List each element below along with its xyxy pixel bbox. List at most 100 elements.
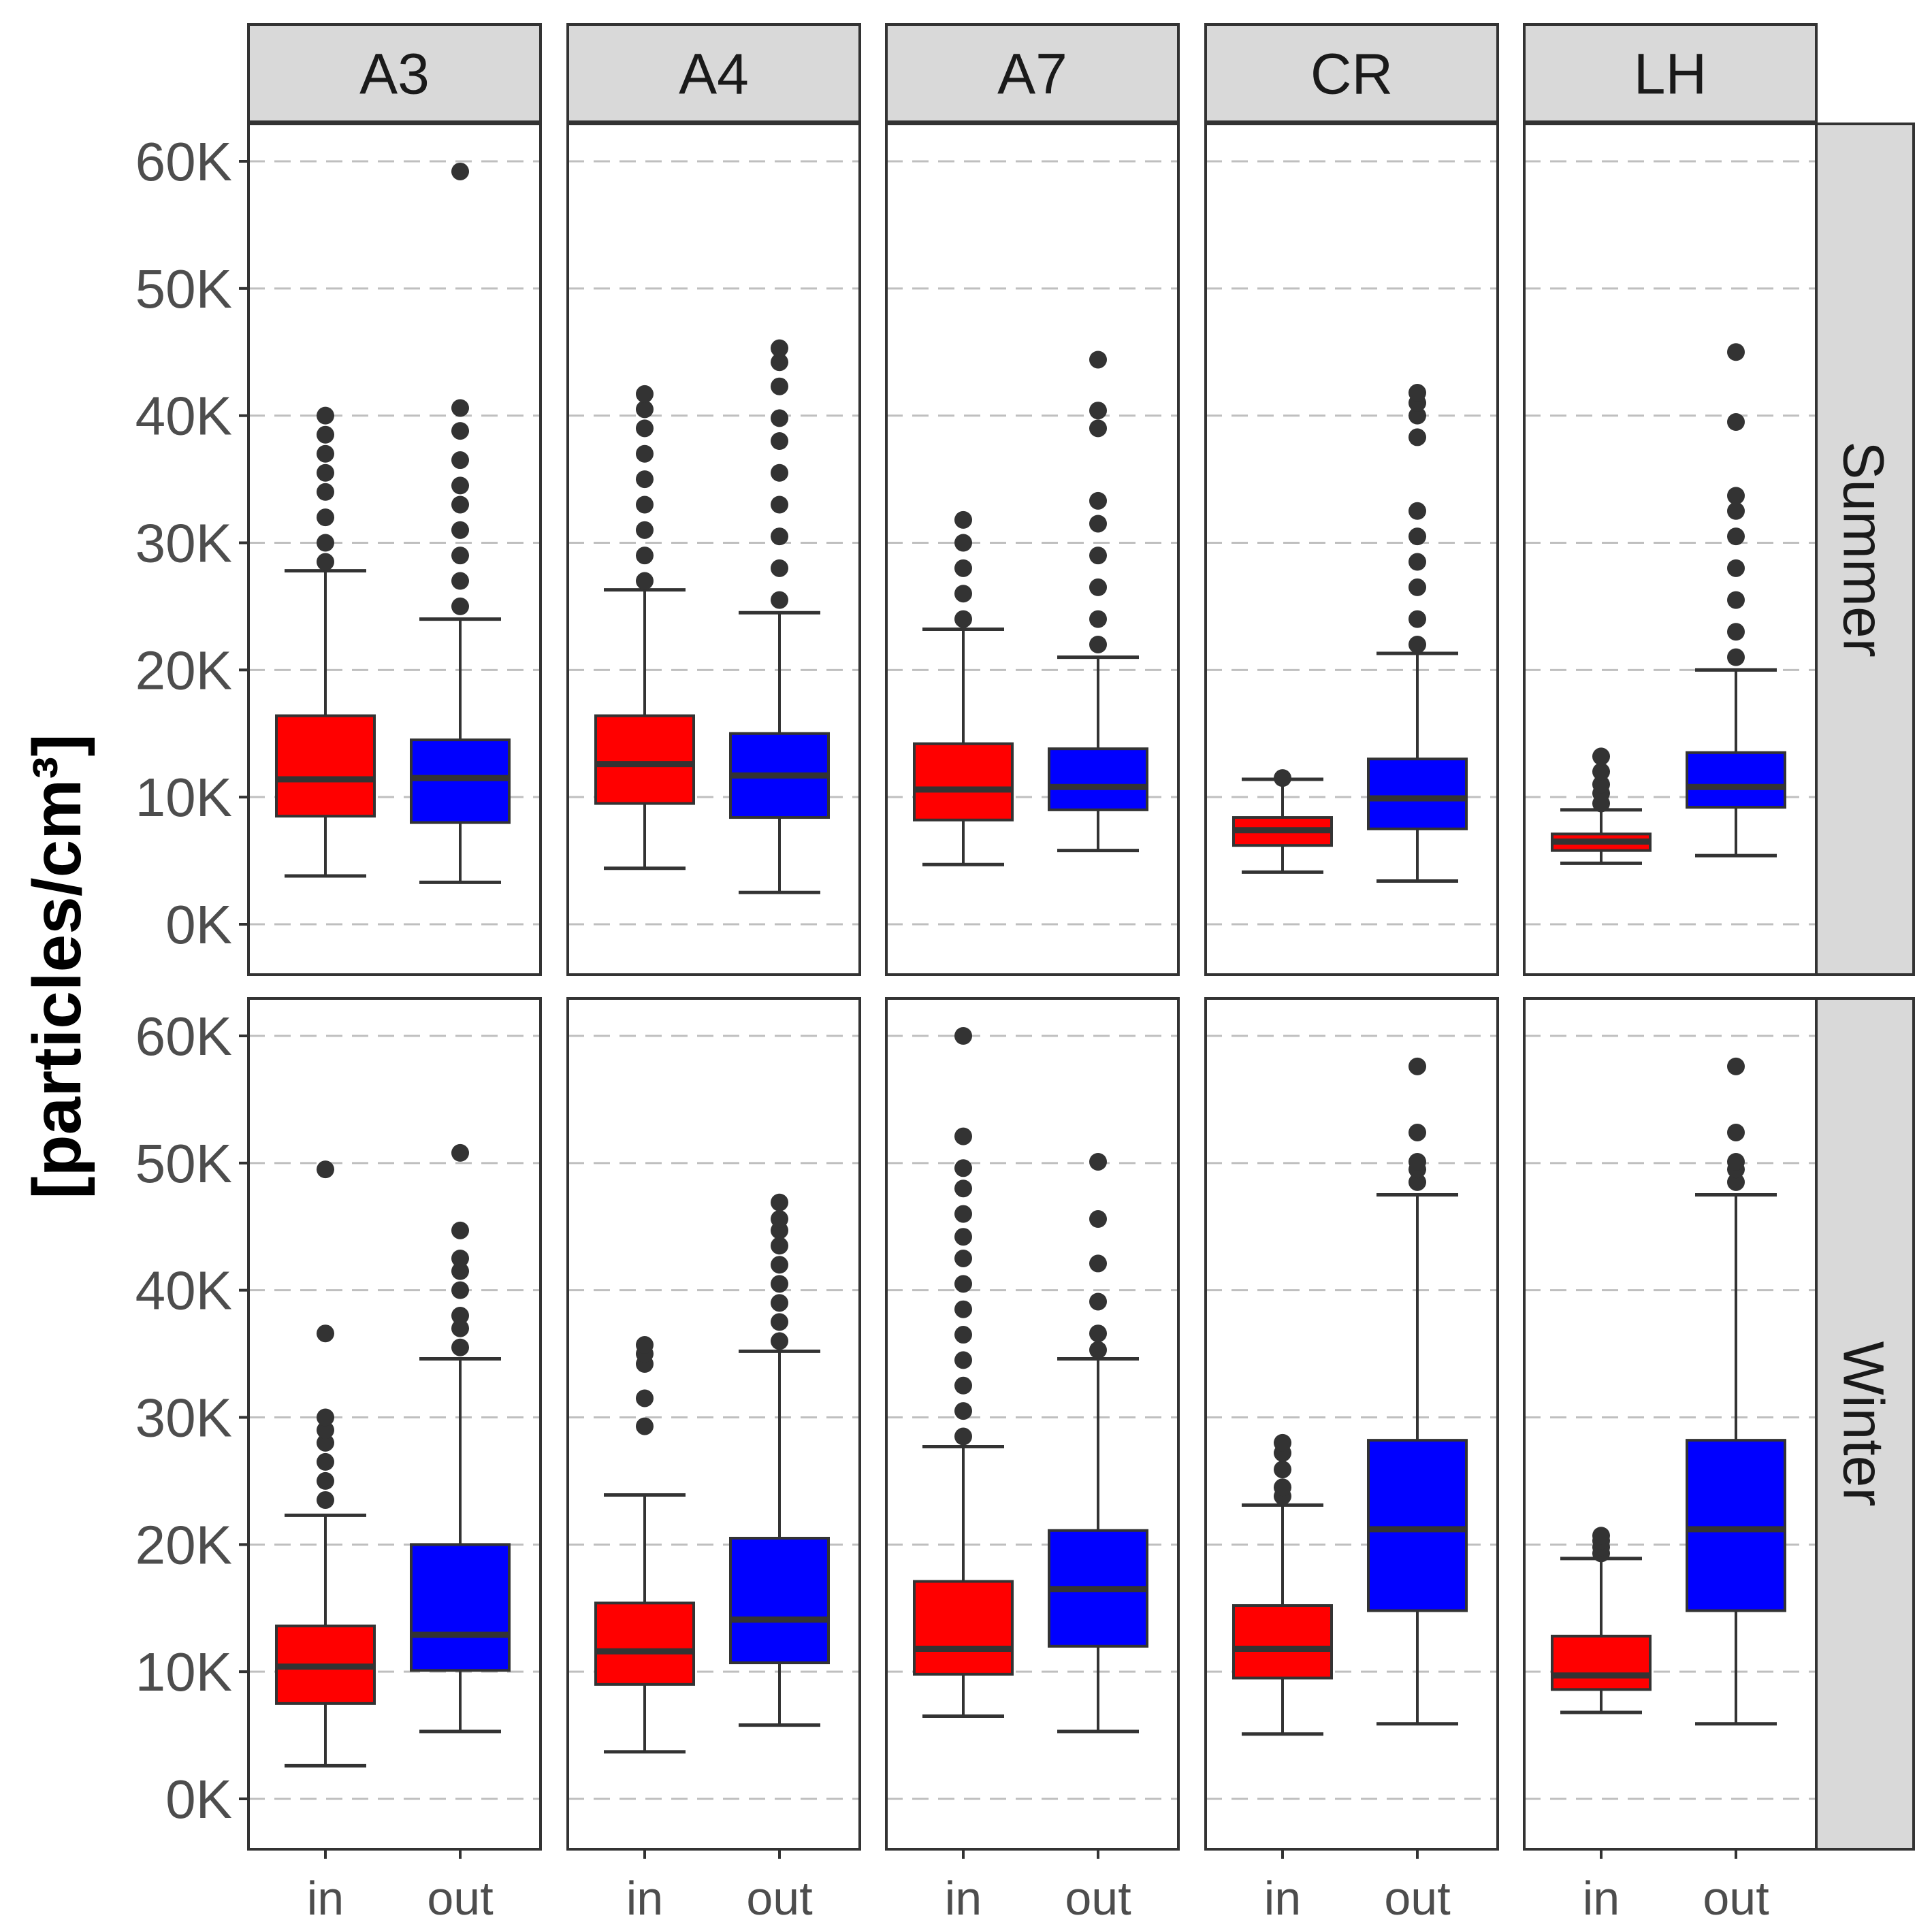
outlier-point bbox=[317, 463, 334, 482]
strip-lh bbox=[1523, 23, 1818, 123]
outlier-point bbox=[771, 339, 788, 357]
outlier-point bbox=[317, 534, 334, 552]
outlier-point bbox=[451, 547, 469, 565]
panel-background bbox=[1206, 124, 1498, 975]
outlier-point bbox=[1089, 547, 1107, 565]
strip-label-a4: A4 bbox=[679, 42, 749, 106]
outlier-point bbox=[954, 1179, 972, 1198]
outlier-point bbox=[954, 1376, 972, 1395]
outlier-point bbox=[1727, 527, 1745, 546]
outlier-point bbox=[636, 495, 654, 514]
outlier-point bbox=[1408, 610, 1426, 628]
box-in bbox=[1551, 747, 1652, 865]
outlier-point bbox=[1089, 610, 1107, 628]
outlier-point bbox=[451, 1338, 469, 1356]
x-tick-label-in: in bbox=[626, 1872, 663, 1920]
outlier-point bbox=[636, 470, 654, 489]
panel-winter-lh bbox=[1523, 997, 1818, 1851]
panel-border bbox=[1204, 997, 1499, 1851]
x-tick-label-out: out bbox=[427, 1872, 493, 1920]
outlier-point bbox=[771, 1256, 788, 1274]
outlier-point bbox=[317, 1471, 334, 1490]
outlier-point bbox=[1089, 1324, 1107, 1343]
y-tick-label: 10K bbox=[135, 767, 232, 828]
outlier-point bbox=[636, 547, 654, 565]
outlier-point bbox=[954, 1027, 972, 1045]
outlier-point bbox=[1089, 1254, 1107, 1273]
panel-background bbox=[886, 998, 1178, 1849]
panel-summer-cr bbox=[1204, 123, 1499, 976]
outlier-point bbox=[771, 1294, 788, 1312]
outlier-point bbox=[1274, 1461, 1291, 1479]
outlier-point bbox=[1727, 487, 1745, 505]
y-axis-title: [particles/cm³] bbox=[19, 734, 95, 1199]
outlier-point bbox=[1408, 428, 1426, 446]
outlier-point bbox=[1592, 1527, 1610, 1545]
x-axis: in out in out in out in out in out bbox=[307, 1849, 1769, 1920]
outlier-point bbox=[317, 1421, 334, 1439]
outlier-point bbox=[1727, 502, 1745, 520]
panel-summer-a3 bbox=[247, 123, 542, 976]
box-in bbox=[1232, 769, 1333, 874]
outlier-point bbox=[451, 1262, 469, 1280]
outlier-point bbox=[954, 534, 972, 552]
outlier-point bbox=[1274, 1433, 1291, 1452]
box-out bbox=[1686, 1057, 1786, 1726]
panel-background bbox=[1524, 998, 1816, 1849]
box-out bbox=[1048, 1152, 1148, 1734]
outlier-point bbox=[771, 1237, 788, 1255]
outlier-point bbox=[1727, 648, 1745, 666]
outlier-point bbox=[451, 162, 469, 180]
box-in bbox=[1551, 1527, 1652, 1714]
outlier-point bbox=[771, 1332, 788, 1350]
panel-border bbox=[1523, 997, 1818, 1851]
outlier-point bbox=[451, 521, 469, 539]
box-out bbox=[410, 1143, 511, 1734]
panel-summer-lh bbox=[1523, 123, 1818, 976]
x-tick-label-in: in bbox=[1583, 1872, 1620, 1920]
box-body bbox=[410, 1543, 511, 1672]
box-body bbox=[594, 714, 695, 805]
panel-background bbox=[568, 998, 860, 1849]
outlier-point bbox=[1408, 553, 1426, 571]
box-in bbox=[594, 385, 695, 870]
outlier-point bbox=[1408, 1057, 1426, 1075]
panels bbox=[247, 123, 1818, 1851]
box-in bbox=[594, 1336, 695, 1754]
y-axis-summer: 0K 10K 20K 30K 40K 50K 60K bbox=[135, 131, 248, 955]
outlier-point bbox=[771, 1275, 788, 1293]
strip-label-lh: LH bbox=[1634, 42, 1707, 106]
panel-winter-a4 bbox=[566, 997, 861, 1851]
box-out bbox=[1367, 1057, 1468, 1726]
y-tick-label: 20K bbox=[135, 1514, 232, 1575]
y-tick-label: 50K bbox=[135, 1133, 232, 1194]
outlier-point bbox=[954, 1402, 972, 1420]
panel-border bbox=[1204, 123, 1499, 976]
panel-background bbox=[248, 124, 541, 975]
outlier-point bbox=[771, 591, 788, 609]
outlier-point bbox=[1408, 578, 1426, 596]
outlier-point bbox=[1727, 1173, 1745, 1191]
outlier-point bbox=[1089, 491, 1107, 510]
outlier-point bbox=[1592, 775, 1610, 794]
panel-winter-cr bbox=[1204, 997, 1499, 1851]
outlier-point bbox=[771, 377, 788, 395]
outlier-point bbox=[451, 1249, 469, 1267]
outlier-point bbox=[1408, 527, 1426, 546]
strip-label-summer: Summer bbox=[1832, 441, 1896, 657]
y-tick-label: 0K bbox=[165, 1769, 232, 1829]
x-tick-label-in: in bbox=[945, 1872, 982, 1920]
outlier-point bbox=[1089, 515, 1107, 533]
outlier-point bbox=[451, 1281, 469, 1299]
outlier-point bbox=[451, 399, 469, 417]
outlier-point bbox=[1089, 402, 1107, 420]
y-axes: 0K 10K 20K 30K 40K 50K 60K 0K 10K 20K 30K 40K 50K 60K bbox=[135, 131, 248, 1829]
box-out bbox=[410, 162, 511, 884]
outlier-point bbox=[636, 400, 654, 419]
outlier-point bbox=[954, 559, 972, 577]
outlier-point bbox=[451, 495, 469, 514]
outlier-point bbox=[317, 508, 334, 527]
panel-border bbox=[566, 997, 861, 1851]
panel-background bbox=[1206, 998, 1498, 1849]
box-body bbox=[1367, 758, 1468, 830]
